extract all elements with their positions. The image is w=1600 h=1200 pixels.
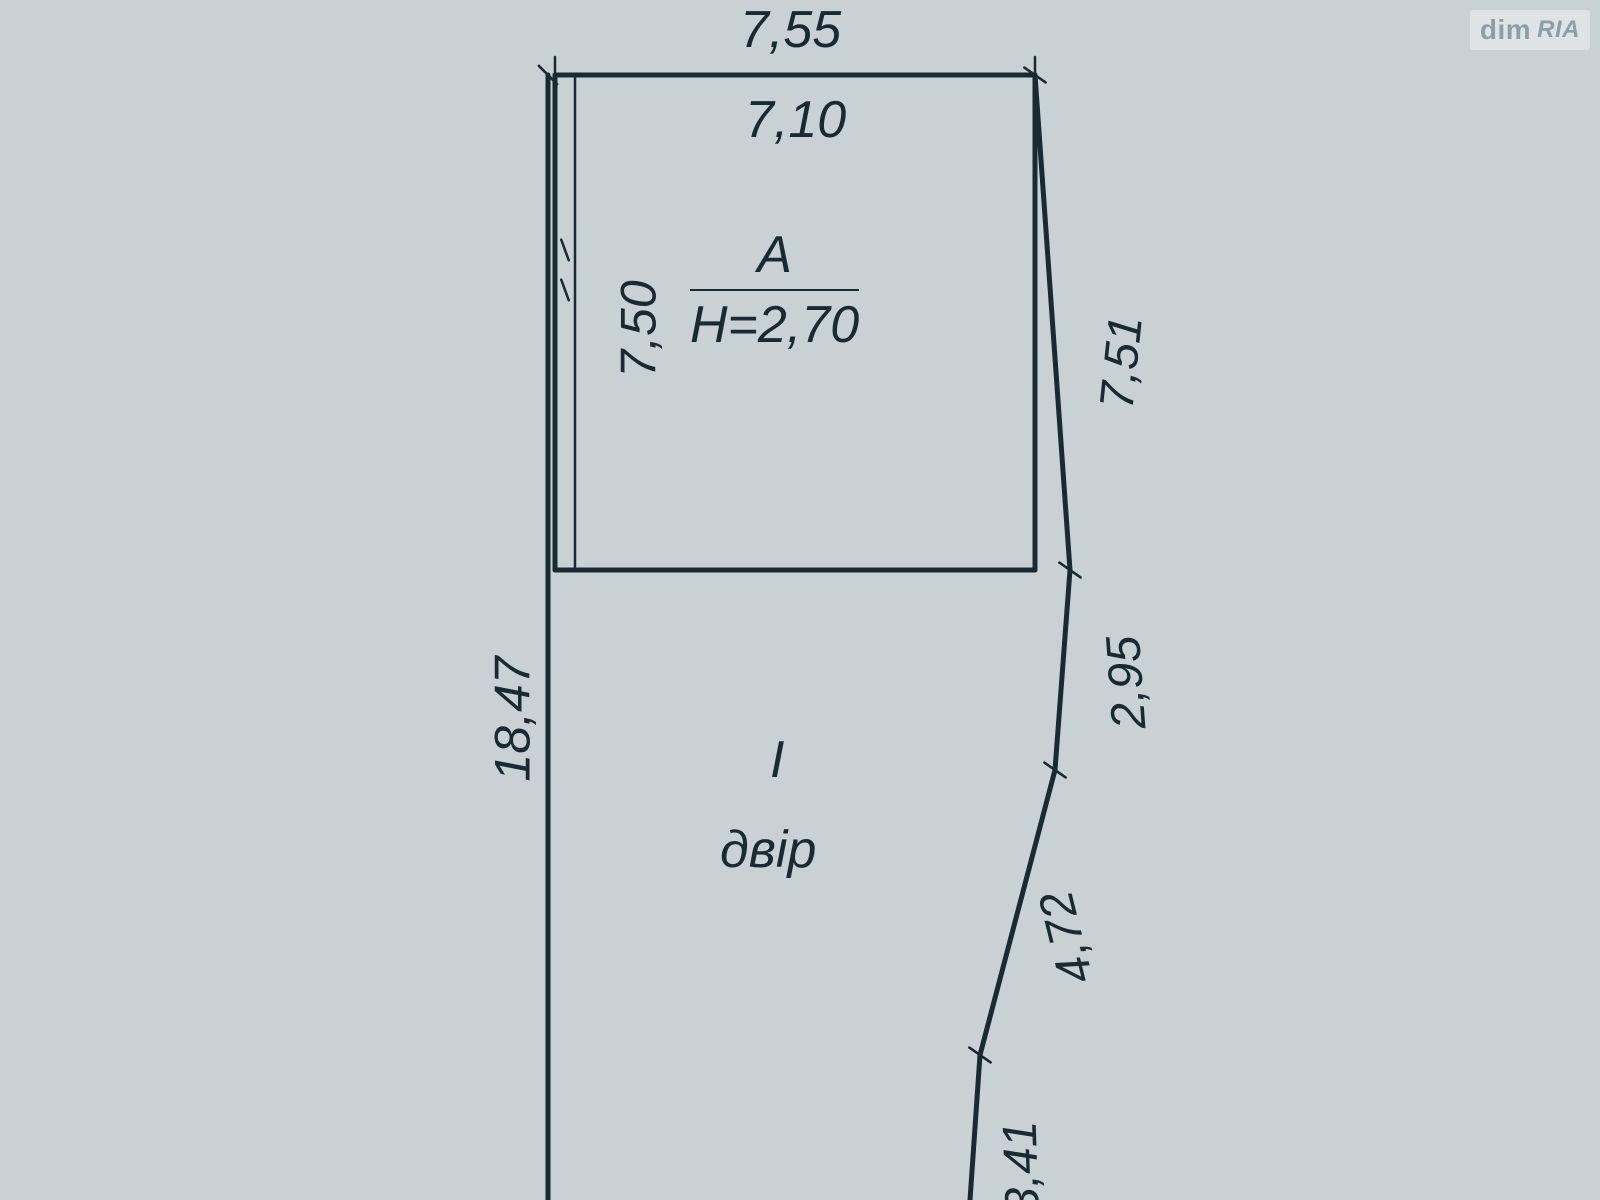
building-height: Н=2,70	[690, 291, 859, 355]
dim-inner-top: 7,10	[745, 90, 846, 150]
dim-right-1: 7,51	[1089, 313, 1153, 412]
yard-label: двір	[720, 820, 816, 880]
dim-building-left: 7,50	[610, 280, 668, 377]
building-letter: А	[690, 225, 859, 291]
dim-outer-top: 7,55	[740, 0, 841, 60]
dim-right-4: 3,41	[993, 1120, 1051, 1200]
building-label: А Н=2,70	[690, 225, 859, 355]
dim-plot-left: 18,47	[484, 656, 542, 781]
yard-marker: І	[770, 730, 784, 790]
watermark: dim RIA	[1470, 10, 1590, 50]
watermark-ria: RIA	[1537, 16, 1580, 44]
floorplan-stage: 7,55 7,10 7,50 А Н=2,70 18,47 7,51 2,95 …	[0, 0, 1600, 1200]
dim-right-2: 2,95	[1096, 634, 1157, 731]
plan-svg	[0, 0, 1600, 1200]
watermark-dim: dim	[1480, 14, 1531, 46]
